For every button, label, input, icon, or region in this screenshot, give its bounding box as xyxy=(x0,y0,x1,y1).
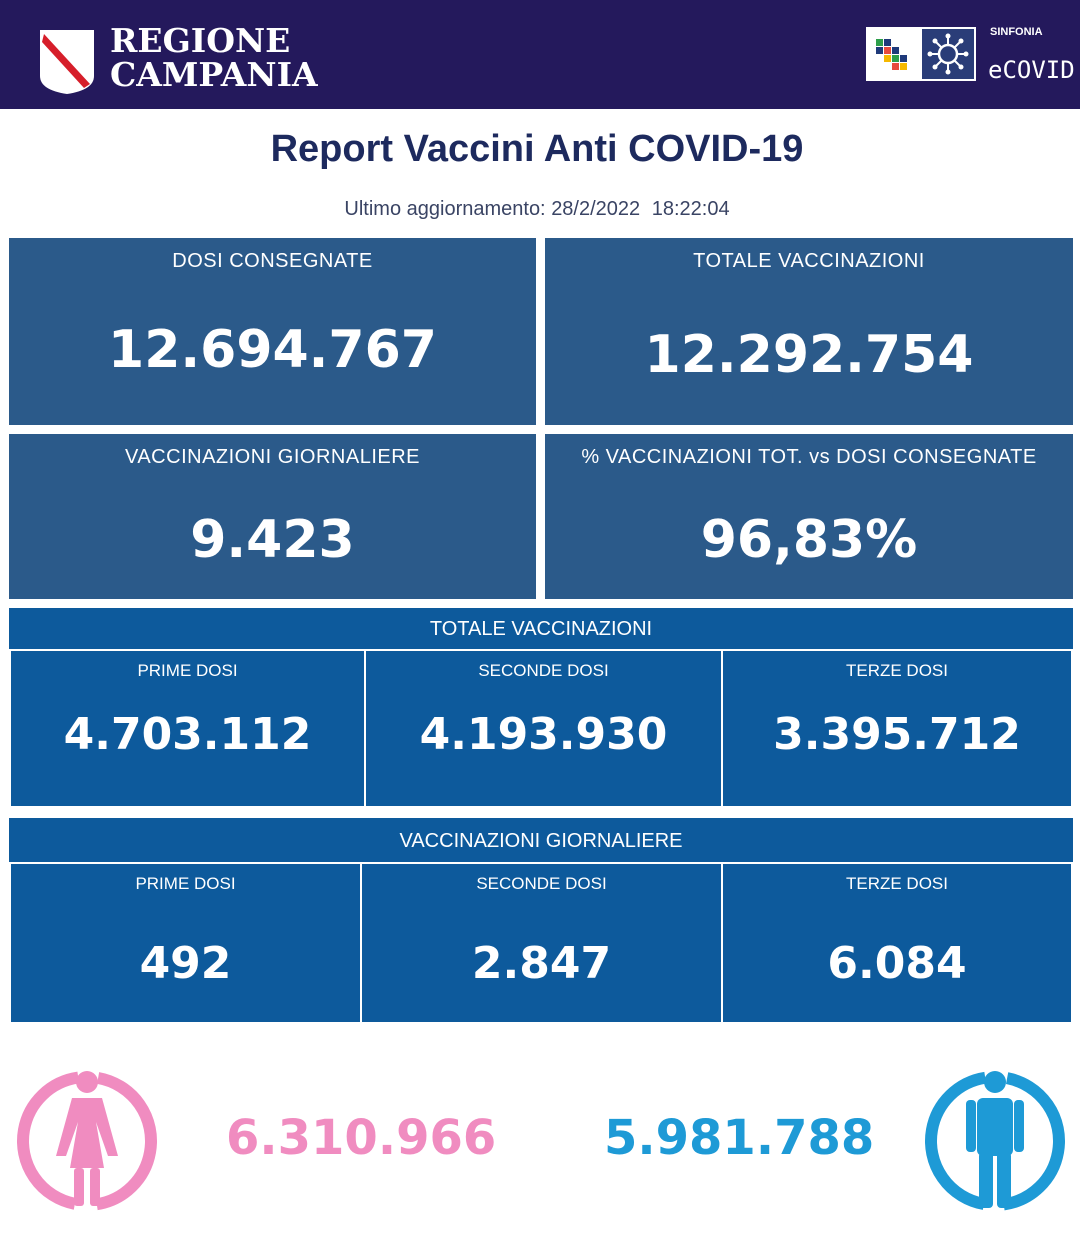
card-dosi-consegnate: DOSI CONSEGNATE 12.694.767 xyxy=(9,238,536,425)
card-label: DOSI CONSEGNATE xyxy=(172,250,373,272)
section-title: TOTALE VACCINAZIONI xyxy=(429,618,653,640)
region-crest-icon xyxy=(40,30,94,94)
pixel-mosaic-icon xyxy=(866,27,918,81)
cell-label: TERZE DOSI xyxy=(845,661,948,680)
card-label: VACCINAZIONI GIORNALIERE xyxy=(124,446,420,468)
brand-large-label: eCOVID xyxy=(988,56,1075,84)
virus-icon xyxy=(922,29,974,79)
card-totale-vaccinazioni: TOTALE VACCINAZIONI 12.292.754 xyxy=(545,238,1073,425)
page-title: Report Vaccini Anti COVID-19 xyxy=(270,128,804,170)
male-person-icon xyxy=(925,1071,1065,1211)
card-label: % VACCINAZIONI TOT. vs DOSI CONSEGNATE xyxy=(581,446,1037,468)
brand-small-label: SINFONIA xyxy=(990,26,1043,38)
update-time: 18:22:04 xyxy=(651,198,730,220)
cell-terze-dosi: TERZE DOSI 3.395.712 xyxy=(721,649,1073,808)
cell-label: SECONDE DOSI xyxy=(478,661,609,680)
cell-value: 4.703.112 xyxy=(63,709,312,760)
cell-value: 6.084 xyxy=(827,938,967,989)
cell-prime-dosi: PRIME DOSI 4.703.112 xyxy=(9,649,366,808)
cell-seconde-dosi: SECONDE DOSI 2.847 xyxy=(360,862,723,1024)
card-label: TOTALE VACCINAZIONI xyxy=(693,250,925,272)
card-percentuale: % VACCINAZIONI TOT. vs DOSI CONSEGNATE 9… xyxy=(545,434,1073,599)
section-vaccinazioni-giornaliere: VACCINAZIONI GIORNALIERE PRIME DOSI 492 … xyxy=(9,818,1073,1024)
cell-value: 492 xyxy=(139,938,232,989)
region-name-line1: REGIONE xyxy=(110,21,291,60)
cell-value: 3.395.712 xyxy=(773,709,1021,760)
card-vaccinazioni-giornaliere: VACCINAZIONI GIORNALIERE 9.423 xyxy=(9,434,536,599)
region-name-line2: CAMPANIA xyxy=(110,55,318,94)
cell-label: PRIME DOSI xyxy=(137,661,238,680)
update-date: 28/2/2022 xyxy=(551,198,641,220)
card-value: 9.423 xyxy=(190,510,355,570)
section-totale-vaccinazioni: TOTALE VACCINAZIONI PRIME DOSI 4.703.112… xyxy=(9,608,1073,808)
section-title: VACCINAZIONI GIORNALIERE xyxy=(399,830,683,852)
cell-prime-dosi: PRIME DOSI 492 xyxy=(9,862,362,1024)
cell-label: PRIME DOSI xyxy=(135,874,236,893)
header-bar: REGIONE CAMPANIA xyxy=(0,0,1080,109)
cell-value: 4.193.930 xyxy=(419,709,668,760)
last-update: Ultimo aggiornamento: 28/2/2022 18:22:04 xyxy=(0,198,1074,221)
cell-value: 2.847 xyxy=(471,938,612,989)
ecovid-logo xyxy=(866,27,976,81)
card-value: 12.292.754 xyxy=(644,325,974,385)
cell-label: SECONDE DOSI xyxy=(476,874,607,893)
region-name: REGIONE CAMPANIA xyxy=(110,24,318,92)
card-value: 12.694.767 xyxy=(108,320,437,380)
cell-seconde-dosi: SECONDE DOSI 4.193.930 xyxy=(364,649,723,808)
cell-label: TERZE DOSI xyxy=(845,874,948,893)
update-label: Ultimo aggiornamento: xyxy=(344,198,546,220)
cell-terze-dosi: TERZE DOSI 6.084 xyxy=(721,862,1073,1024)
male-count: 5.981.788 xyxy=(604,1110,875,1166)
female-count: 6.310.966 xyxy=(226,1110,497,1166)
card-value: 96,83% xyxy=(700,510,918,570)
female-person-icon xyxy=(17,1071,157,1211)
